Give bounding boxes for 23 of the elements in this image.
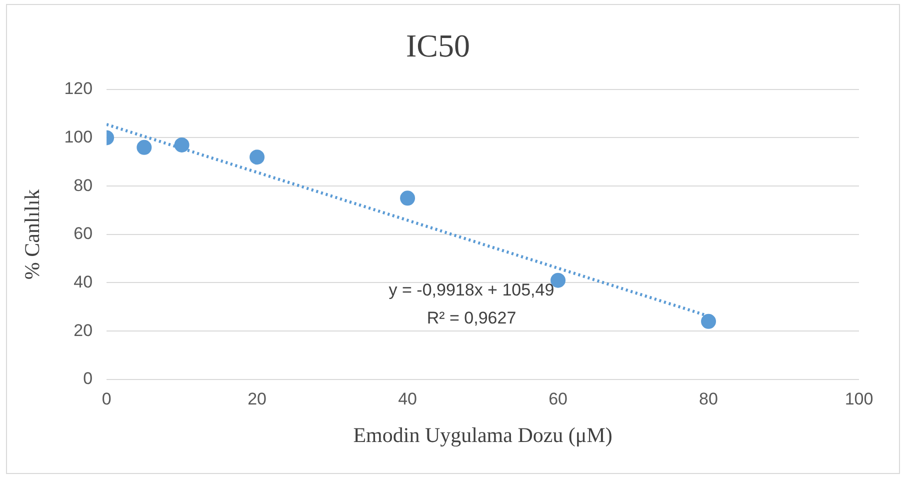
chart-title: IC50 bbox=[406, 28, 470, 64]
y-tick-label: 120 bbox=[64, 79, 93, 98]
y-axis-title: % Canlılık bbox=[20, 188, 44, 280]
x-tick-label: 100 bbox=[844, 389, 874, 408]
y-tick-label: 60 bbox=[74, 224, 93, 244]
point bbox=[250, 150, 265, 165]
annotation: y = -0,9918x + 105,49 bbox=[388, 280, 554, 300]
x-tick-label: 0 bbox=[102, 389, 112, 408]
y-tick-label: 100 bbox=[64, 127, 93, 146]
y-tick-label: 80 bbox=[74, 176, 93, 195]
x-tick-label: 40 bbox=[398, 389, 417, 408]
point bbox=[136, 140, 152, 155]
x-tick-label: 80 bbox=[699, 389, 718, 408]
y-tick-label: 40 bbox=[74, 272, 93, 292]
point bbox=[174, 137, 190, 152]
x-tick-label: 60 bbox=[548, 389, 568, 408]
point bbox=[701, 314, 716, 329]
y-tick-label: 0 bbox=[83, 369, 93, 388]
y-tick-label: 20 bbox=[74, 320, 93, 340]
annotation: R² = 0,9627 bbox=[426, 308, 516, 328]
x-axis-title: Emodin Uygulama Dozu (μM) bbox=[353, 422, 612, 447]
point bbox=[400, 190, 416, 206]
x-tick-label: 20 bbox=[248, 389, 267, 408]
